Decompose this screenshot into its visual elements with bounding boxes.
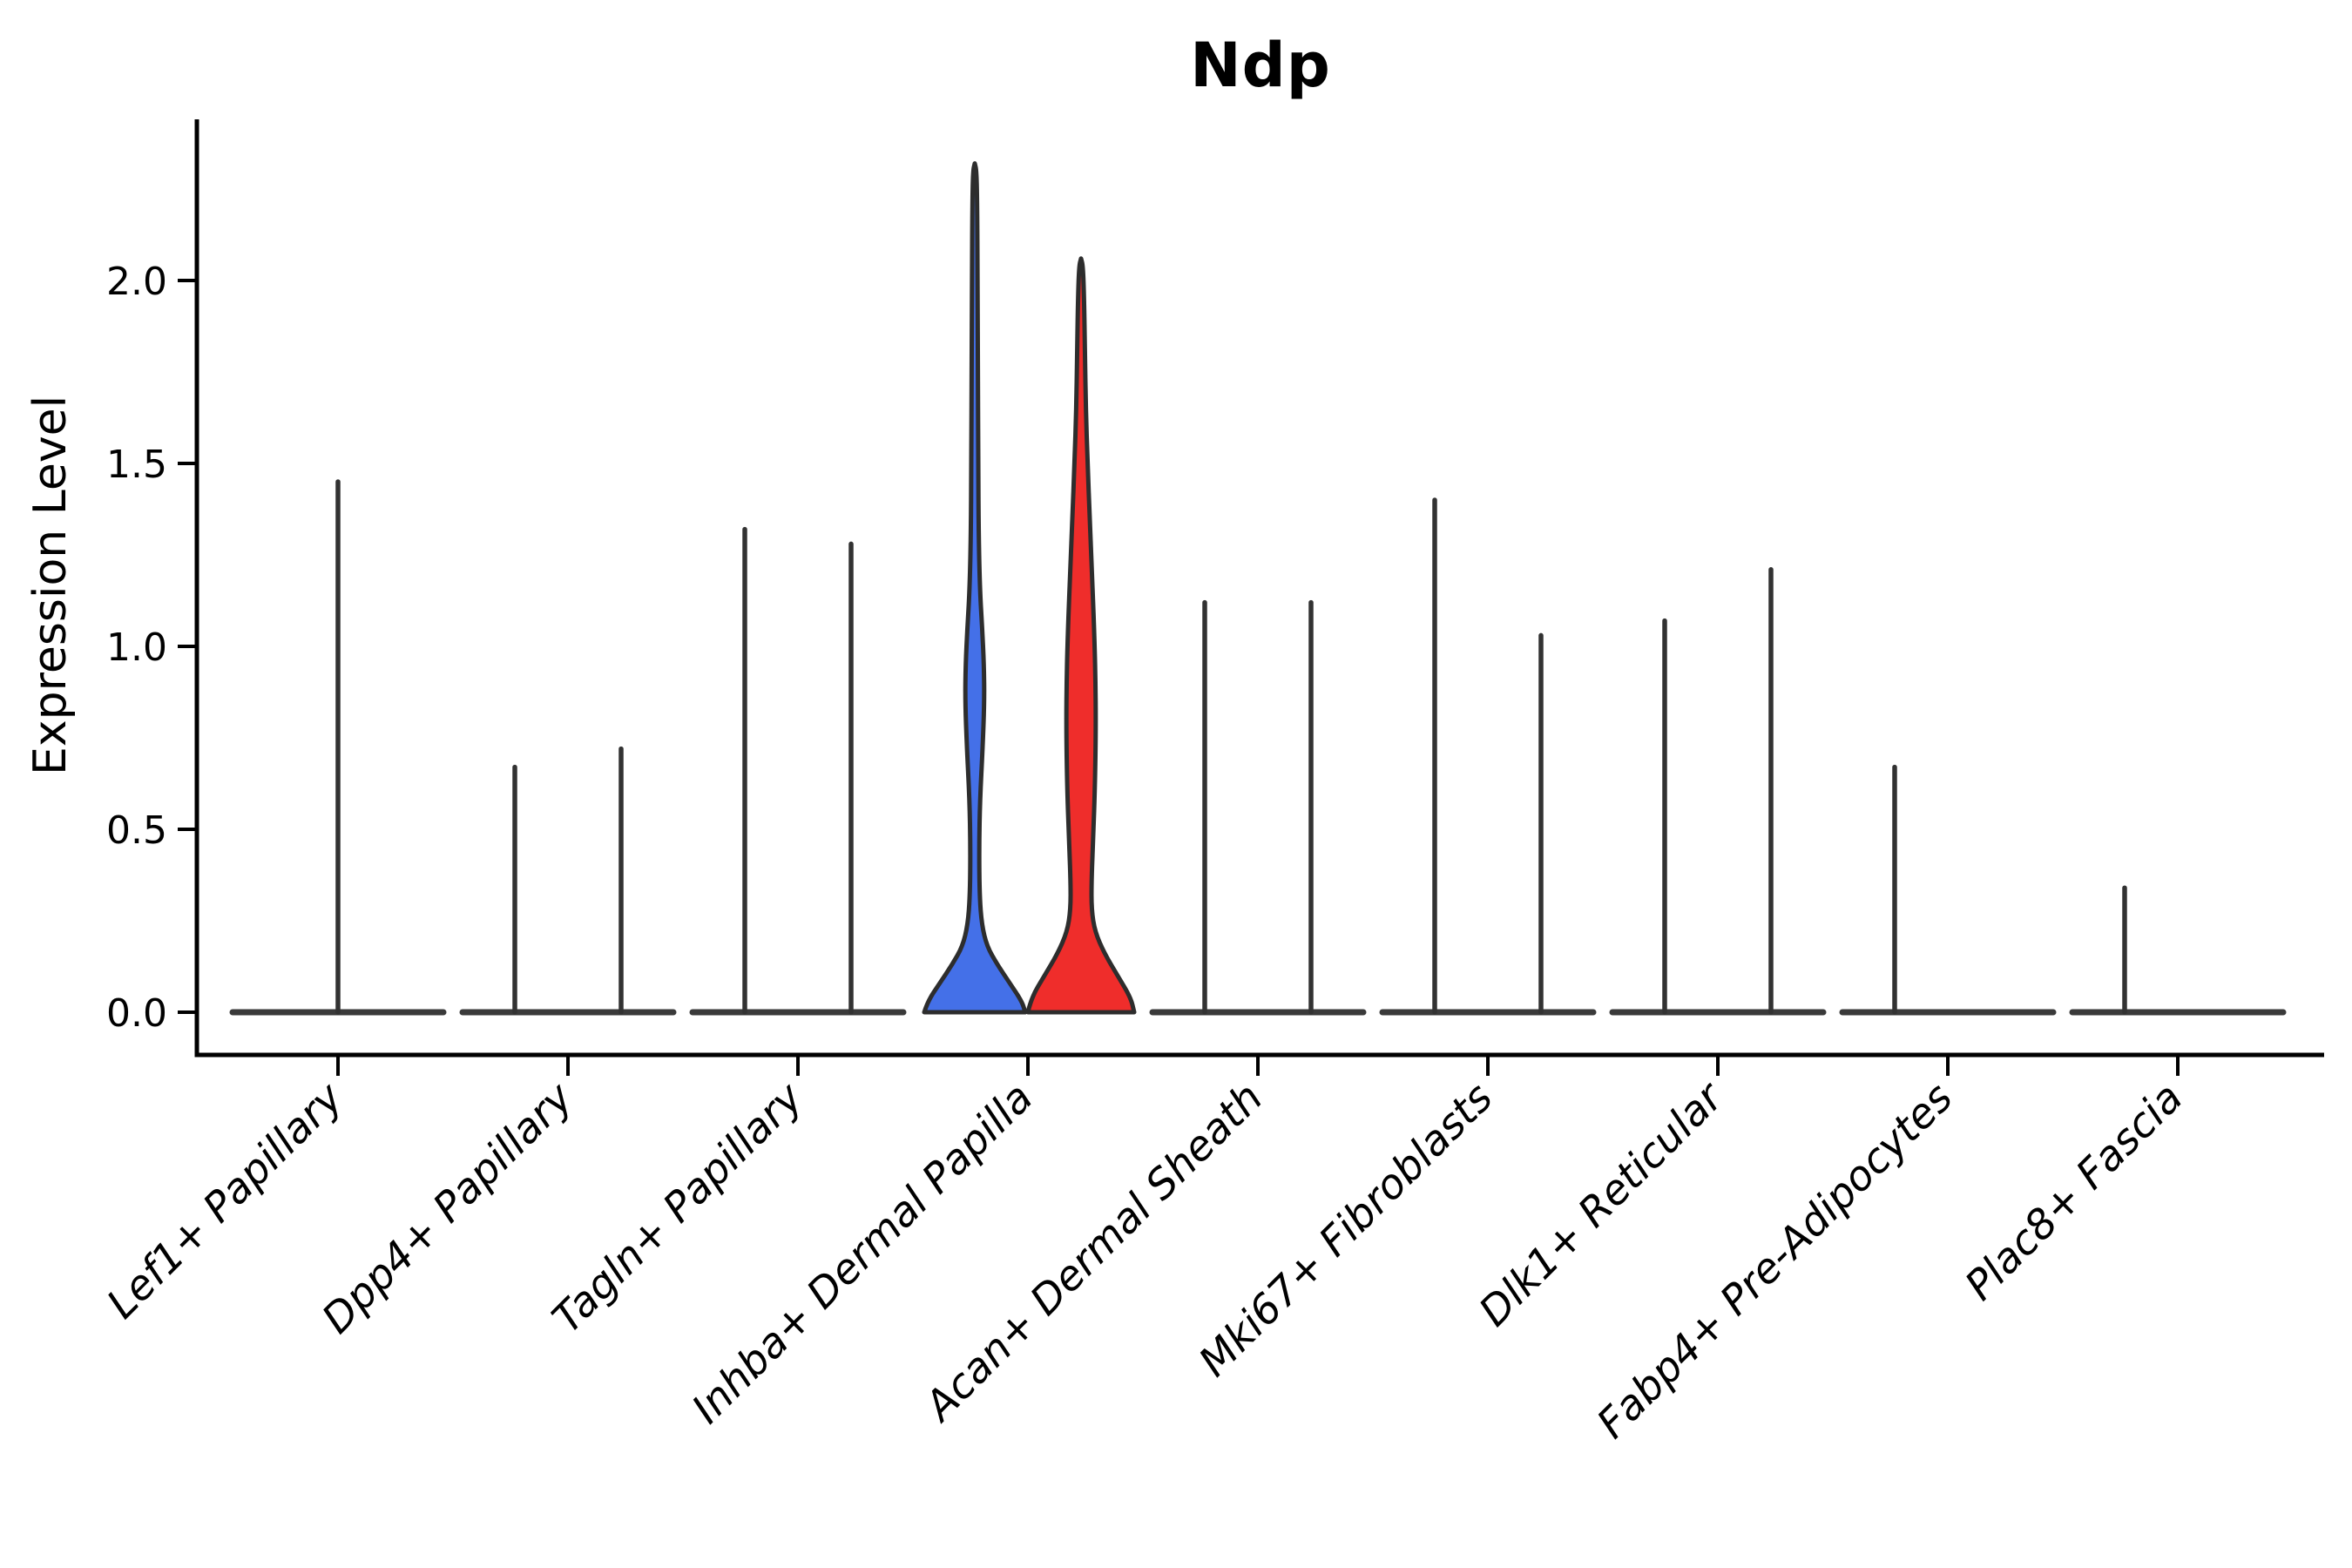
y-tick-label: 1.5 [106, 443, 167, 487]
x-tick-label: Lef1+ Papillary [98, 1073, 353, 1328]
x-tick-label: Dpp4+ Papillary [313, 1073, 583, 1343]
x-tick-label: Plac8+ Fascia [1956, 1074, 2192, 1310]
y-tick-label: 2.0 [106, 260, 167, 304]
x-tick-label: Dlk1+ Reticular [1470, 1072, 1734, 1336]
chart-title: Ndp [1190, 30, 1331, 101]
y-tick-label: 0.5 [106, 808, 167, 853]
x-tick-label: Tagln+ Papillary [544, 1073, 814, 1343]
violin-density-blue [922, 161, 1028, 1015]
y-tick-label: 1.0 [106, 625, 167, 670]
y-tick-label: 0.0 [106, 991, 167, 1036]
violin-density-red [1025, 256, 1137, 1015]
